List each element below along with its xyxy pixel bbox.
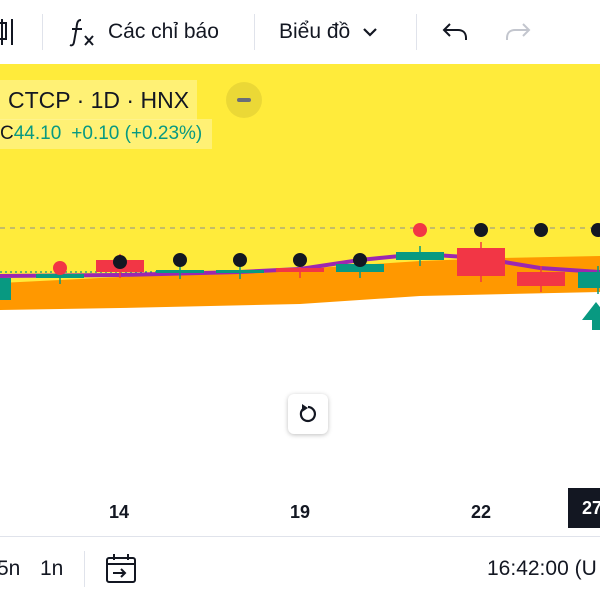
range-1n-button[interactable]: 1n <box>40 557 64 580</box>
change-value: +0.10 (+0.23%) <box>71 123 203 144</box>
range-5n-button[interactable]: 5n <box>0 557 21 580</box>
chart-type-dropdown[interactable]: Biểu đồ <box>279 0 378 64</box>
buy-arrow <box>582 302 600 330</box>
toolbar-divider <box>42 14 43 50</box>
signal-marker <box>233 253 247 267</box>
current-time-label: 27 <box>568 488 600 528</box>
signal-marker <box>173 253 187 267</box>
signal-marker <box>474 223 488 237</box>
candle <box>216 270 264 273</box>
time-axis[interactable]: 14 19 22 27 <box>0 488 600 536</box>
go-to-date-icon[interactable] <box>104 537 138 600</box>
toolbar-divider <box>416 14 417 50</box>
candle <box>336 264 384 272</box>
candle <box>0 278 11 300</box>
indicators-label: Các chỉ báo <box>108 20 219 43</box>
close-prefix: C <box>0 123 14 144</box>
bottom-divider <box>84 551 85 587</box>
candle <box>36 274 84 278</box>
reset-icon <box>299 404 316 423</box>
function-icon <box>68 16 96 48</box>
time-tick: 22 <box>470 502 492 522</box>
chevron-down-icon <box>362 26 378 38</box>
minus-icon <box>237 98 251 102</box>
indicators-button[interactable]: Các chỉ báo <box>68 0 219 64</box>
ohlc-values: C 44.10 +0.10 (+0.23%) <box>0 119 213 149</box>
undo-icon[interactable] <box>442 0 468 64</box>
candle <box>457 248 505 276</box>
signal-marker <box>113 255 127 269</box>
chart-type-label: Biểu đồ <box>279 20 351 43</box>
candle <box>396 252 444 260</box>
candle <box>156 270 204 273</box>
bottom-toolbar: 5n 1n 16:42:00 (U <box>0 536 600 600</box>
redo-icon[interactable] <box>505 0 531 64</box>
symbol-title[interactable]: CTCP · 1D · HNX <box>0 80 198 120</box>
chart-pane[interactable]: CTCP · 1D · HNX C 44.10 +0.10 (+0.23%) <box>0 64 600 488</box>
cloud-area <box>0 256 600 310</box>
signal-marker <box>353 253 367 267</box>
candle <box>578 272 600 288</box>
toolbar-divider <box>254 14 255 50</box>
clock-timezone[interactable]: 16:42:00 (U <box>487 557 597 580</box>
symbol-title-text: CTCP · 1D · HNX <box>8 86 190 113</box>
signal-marker <box>534 223 548 237</box>
top-toolbar: Các chỉ báo Biểu đồ <box>0 0 600 64</box>
reset-chart-button[interactable] <box>288 394 328 434</box>
signal-marker <box>293 253 307 267</box>
markers-group <box>53 223 600 275</box>
signal-marker <box>591 223 600 237</box>
time-tick: 14 <box>108 502 130 522</box>
signal-marker <box>413 223 427 237</box>
time-tick: 19 <box>289 502 311 522</box>
collapse-legend-button[interactable] <box>226 82 262 118</box>
candle <box>276 268 324 272</box>
candle <box>517 272 565 286</box>
close-value: 44.10 <box>13 123 62 144</box>
current-time-text: 27 <box>582 497 600 518</box>
candles-group <box>0 242 600 300</box>
candlestick-icon[interactable] <box>0 0 18 64</box>
signal-marker <box>53 261 67 275</box>
